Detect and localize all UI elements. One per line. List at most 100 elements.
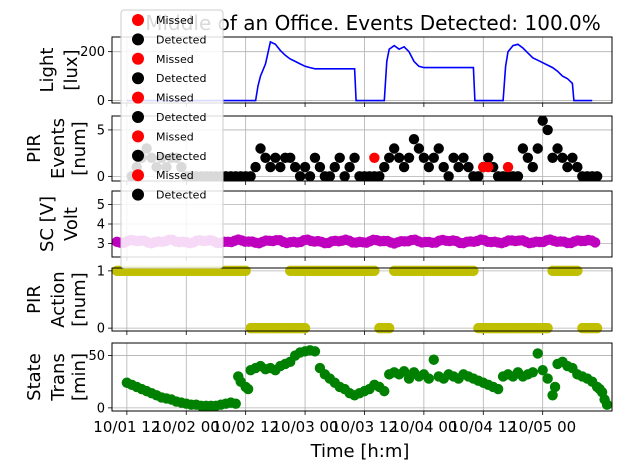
legend-marker (132, 130, 144, 143)
data-point (369, 152, 380, 163)
legend-label: Missed (156, 130, 194, 143)
y-tick-label: 0 (97, 401, 105, 416)
legend-entry: Missed (132, 130, 194, 143)
y-tick-label: 0 (97, 170, 105, 185)
y-axis-label: [num] (69, 121, 90, 175)
y-axis-label: Events (48, 118, 69, 179)
data-point (334, 152, 345, 163)
y-axis-label: Trans (48, 353, 69, 402)
series-1 (121, 345, 613, 411)
data-point (265, 161, 276, 173)
subplot-5: 0 50 State Trans [min] (24, 342, 613, 416)
data-point (418, 152, 430, 163)
data-point (512, 171, 524, 182)
data-point (299, 322, 311, 334)
data-point (502, 161, 514, 173)
data-point (589, 237, 601, 248)
data-point (557, 152, 568, 163)
data-point (562, 161, 573, 173)
data-point (532, 143, 543, 154)
data-point (388, 143, 400, 154)
data-point (398, 366, 410, 377)
x-tick-label: 10/02 12 (212, 418, 279, 436)
data-point (250, 161, 261, 173)
x-tick-label: 10/02 00 (153, 418, 220, 436)
legend-entry: Missed (132, 91, 194, 105)
y-axis-label: PIR (24, 285, 45, 314)
axes-frame (111, 342, 613, 412)
data-point (384, 322, 395, 334)
data-point (384, 152, 395, 163)
legend-label: Detected (156, 72, 206, 85)
data-point (408, 134, 420, 145)
data-point (230, 398, 241, 409)
legend-entry: Missed (132, 52, 194, 66)
data-point (242, 383, 254, 395)
legend-entry: Detected (132, 149, 206, 163)
axes-frame (111, 190, 613, 258)
y-tick-label: 1 (97, 264, 105, 279)
data-point (547, 390, 558, 401)
legend-entry: Missed (132, 169, 194, 182)
data-point (527, 161, 538, 173)
data-point (423, 161, 435, 173)
data-point (547, 152, 558, 163)
axes-frame (111, 115, 613, 182)
data-point (443, 171, 454, 182)
data-point (423, 373, 435, 384)
data-point (304, 171, 316, 182)
data-point (468, 265, 479, 277)
data-point (339, 171, 350, 182)
legend-label: Missed (156, 169, 194, 182)
data-point (428, 354, 439, 365)
data-point (413, 143, 425, 154)
y-tick-label: 50 (88, 349, 105, 364)
legend-label: Missed (156, 92, 194, 105)
y-axis-label: [min] (69, 353, 90, 401)
series-1 (126, 40, 593, 102)
x-tick-label: 10/05 00 (509, 418, 576, 436)
y-axis-label: Light (37, 48, 58, 93)
legend-label: Detected (156, 33, 206, 46)
x-tick-label: 10/04 00 (390, 418, 457, 436)
legend-entry: Detected (132, 72, 206, 85)
subplot-4: 0 1 PIR Action [num] (24, 264, 613, 337)
y-axis-label: Volt (61, 207, 82, 241)
data-point (537, 115, 548, 126)
legend: Missed Detected Missed Detected Missed Detect… (120, 9, 224, 269)
data-point (601, 399, 613, 410)
data-point (270, 152, 281, 163)
data-point (309, 346, 321, 357)
data-point (438, 161, 449, 173)
data-point (458, 152, 469, 163)
y-tick-label: 0 (97, 94, 105, 109)
y-axis-label: State (24, 353, 45, 401)
legend-marker (132, 33, 144, 46)
legend-label: Missed (156, 53, 194, 66)
data-point (349, 152, 360, 163)
data-point (572, 161, 583, 173)
y-tick-label: 5 (97, 123, 105, 138)
data-point (549, 381, 561, 393)
data-point (537, 365, 548, 376)
legend-marker (132, 169, 144, 182)
data-point (433, 143, 444, 154)
legend-label: Detected (156, 150, 206, 163)
legend-marker (132, 72, 144, 85)
data-point (522, 152, 534, 163)
data-point (542, 322, 553, 334)
legend-box (120, 9, 224, 269)
data-point (542, 124, 553, 136)
y-axis-label: SC [V] (37, 196, 58, 252)
y-tick-label: 3 (97, 237, 105, 252)
data-point (483, 161, 494, 173)
data-point (245, 171, 256, 182)
data-point (428, 152, 439, 163)
data-point (398, 161, 410, 173)
data-point (591, 171, 603, 182)
y-axis-label: [num] (69, 272, 90, 326)
data-point (374, 171, 385, 182)
y-tick-label: 4 (97, 218, 105, 233)
data-point (393, 152, 405, 163)
